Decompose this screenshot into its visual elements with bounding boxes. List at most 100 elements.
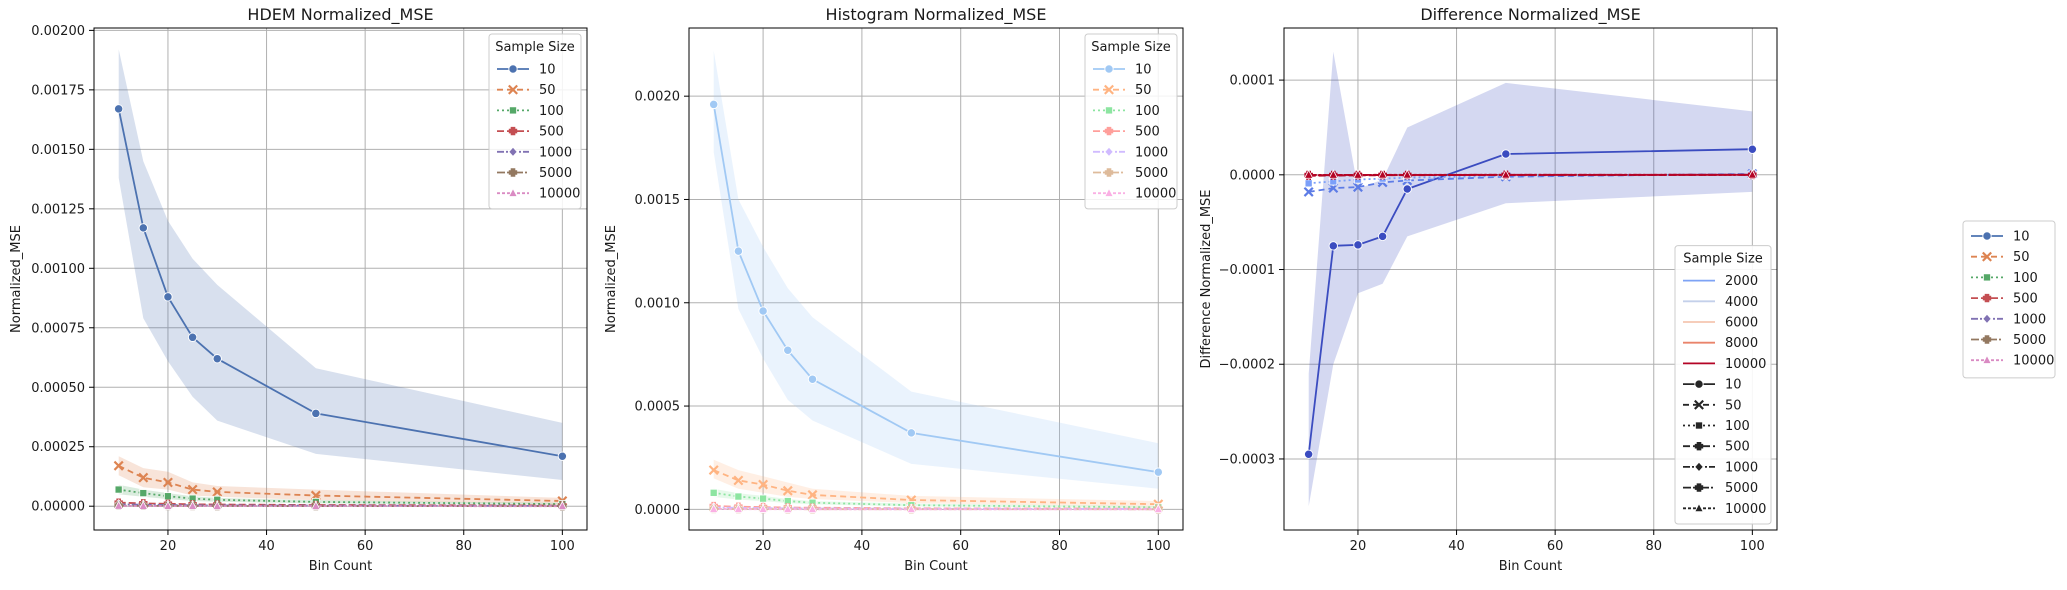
legend-entry: 10 (497, 63, 556, 78)
y-tick-label: 0.0000 (635, 503, 681, 518)
legend-marker (1694, 379, 1704, 389)
legend-label: 100 (539, 104, 564, 119)
legend-box (1084, 33, 1178, 210)
legend-entry: 10000 (1683, 357, 1766, 372)
legend-marker (1105, 106, 1113, 115)
x-tick-label: 20 (755, 539, 772, 554)
legend-entry: 10 (1683, 378, 1742, 393)
data-point (114, 485, 123, 494)
legend-entry: 50 (497, 83, 556, 98)
legend-marker (1694, 483, 1704, 492)
y-tick-label: 0.0015 (635, 193, 681, 208)
legend-entry: 500 (1683, 440, 1750, 455)
legend-entry: 100 (1093, 104, 1160, 119)
legend-marker (1982, 251, 1992, 262)
legend-label: 5000 (539, 166, 572, 181)
y-tick-label: 0.0010 (635, 296, 681, 311)
data-point (187, 500, 198, 510)
data-point (1353, 169, 1363, 179)
x-tick-label: 20 (1350, 539, 1367, 554)
x-axis: 20 40 60 80 100 (1350, 530, 1765, 554)
x-tick-label: 40 (1448, 539, 1465, 554)
data-point (113, 460, 124, 471)
data-point (1501, 149, 1511, 159)
legend-entry: 10000 (1683, 502, 1766, 517)
legend-marker (1982, 354, 1992, 364)
data-point (212, 354, 222, 364)
data-point (758, 479, 769, 490)
data-point (733, 503, 744, 513)
data-point (162, 477, 173, 488)
legend-marker (508, 146, 518, 158)
legend-label: 8000 (1725, 336, 1758, 351)
subplot-1: 20 40 60 80 1000.000000.000250.000500.000750… (9, 5, 588, 574)
legend-entry: 50 (1093, 83, 1152, 98)
y-tick-label: −0.0002 (1219, 358, 1275, 373)
data-point (782, 503, 793, 513)
chart-title: Histogram Normalized_MSE (826, 5, 1047, 25)
legend-label: 5000 (1135, 166, 1168, 181)
data-point (906, 428, 916, 438)
legend-marker (1104, 126, 1114, 136)
series-10000 (708, 503, 1164, 514)
x-tick-label: 60 (1547, 539, 1564, 554)
axes-frame (688, 27, 1184, 531)
y-tick-label: 0.0001 (1230, 74, 1276, 89)
data-point (807, 503, 818, 514)
data-point (310, 500, 321, 510)
legend-label: 10000 (1725, 502, 1766, 517)
legend-entry: 1000 (497, 145, 572, 160)
series-10000 (113, 500, 568, 510)
legend-marker (1694, 399, 1704, 410)
y-axis-label: Normalized_MSE (9, 225, 24, 333)
series-10000 (1303, 169, 1758, 179)
data-point (557, 500, 568, 510)
legend-marker (1695, 421, 1703, 430)
legend-label: 10000 (2013, 354, 2054, 369)
data-point (734, 492, 743, 501)
legend-label: 50 (1135, 83, 1152, 98)
x-tick-label: 40 (258, 539, 275, 554)
data-point (1303, 186, 1314, 197)
y-tick-label: 0.00125 (31, 202, 85, 217)
legend-label: 5000 (2013, 333, 2046, 348)
data-point (1353, 240, 1363, 250)
data-point (1747, 144, 1758, 154)
legend-entry: 500 (497, 125, 564, 140)
x-tick-label: 20 (160, 539, 177, 554)
x-tick-label: 40 (854, 539, 871, 554)
y-tick-label: 0.00025 (31, 440, 85, 455)
y-tick-label: 0.00050 (31, 381, 85, 396)
confidence-band (713, 50, 1159, 489)
x-tick-label: 80 (455, 539, 472, 554)
legend-entry: 10000 (1971, 354, 2054, 369)
data-point (1304, 179, 1313, 188)
data-point (138, 500, 149, 510)
legend-label: 10000 (1135, 187, 1176, 202)
legend-entry: 10000 (497, 187, 580, 202)
data-point (138, 472, 149, 483)
data-point (1402, 169, 1413, 179)
legend-title: Sample Size (495, 40, 575, 55)
data-point (709, 488, 718, 497)
y-axis-label: Normalized_MSE (604, 225, 619, 333)
data-point (163, 500, 173, 510)
data-point (1328, 241, 1338, 251)
legend-entry: 5000 (497, 166, 572, 181)
legend-entry: 1000 (1093, 145, 1168, 160)
plot-area (113, 49, 568, 512)
legend-entry: 100 (1683, 419, 1750, 434)
legend-box (1674, 245, 1772, 525)
legend-label: 500 (539, 125, 564, 140)
data-point (708, 503, 719, 513)
data-point (807, 374, 818, 384)
legend-marker (1104, 187, 1114, 197)
data-point (212, 486, 223, 497)
legend-marker (1104, 146, 1114, 158)
legend-entry: 5000 (1683, 481, 1758, 496)
series-50 (113, 460, 568, 506)
data-point (187, 484, 198, 495)
x-tick-label: 60 (952, 539, 969, 554)
legend-entry: 500 (1971, 292, 2038, 307)
legend-box (488, 33, 582, 210)
